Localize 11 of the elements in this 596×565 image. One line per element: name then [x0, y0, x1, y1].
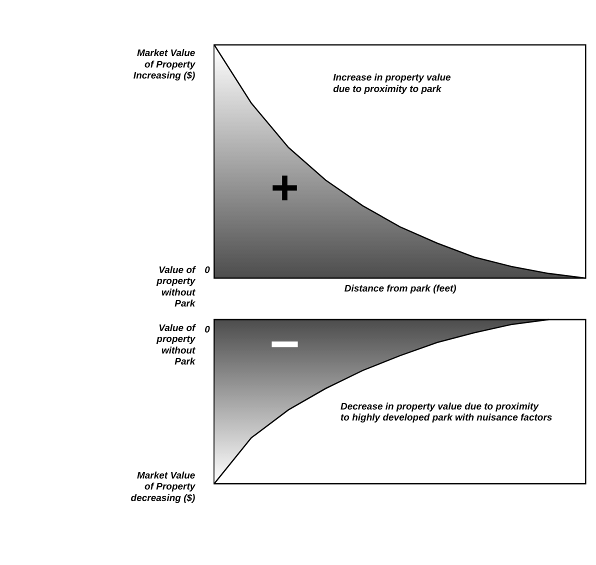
annotation: −: [270, 314, 300, 372]
annotation: Decrease in property value due to proximity to highly developed park with nuisance factors: [340, 401, 552, 424]
x-axis-title: Distance from park (feet): [344, 284, 456, 295]
text: 0: [204, 264, 211, 276]
text: Market Value of Property decreasing ($): [130, 470, 196, 504]
annotation: +: [270, 161, 299, 216]
text: Value of property without Park: [156, 264, 196, 310]
annotation: Increase in property value due to proximity to park: [333, 72, 452, 95]
text: Value of property without Park: [156, 322, 196, 368]
text: 0: [204, 324, 211, 336]
text: Market Value of Property Increasing ($): [133, 48, 196, 82]
